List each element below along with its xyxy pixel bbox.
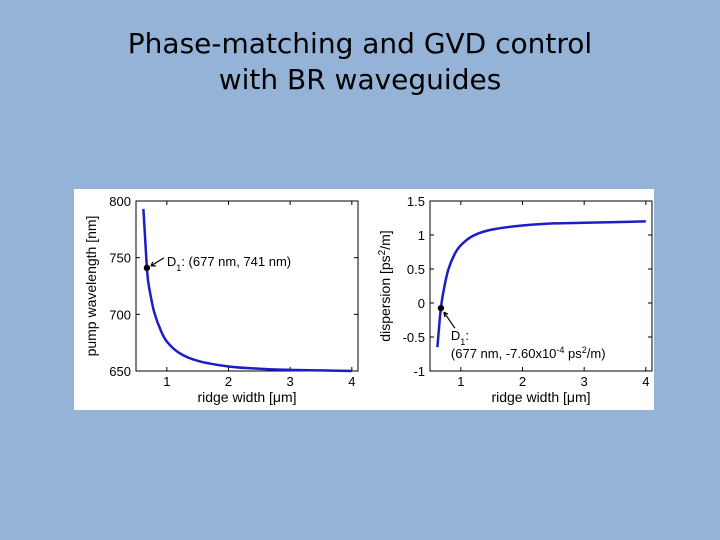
chart-2-annotation-label-line-2: (677 nm, -7.60x10-4 ps2/m) xyxy=(451,345,606,361)
chart-1-axes-box xyxy=(135,200,359,372)
chart-2-annotation-label-line-1: D1: xyxy=(451,328,469,347)
chart-1-y-axis-label: pump wavelength [nm] xyxy=(83,216,99,357)
chart-1-annotation-point xyxy=(143,264,151,272)
chart-2-ticks: 1 2 3 4 -1 -0.5 0 0.5 1 1.5 xyxy=(403,194,652,389)
chart-1-annotation-arrow xyxy=(150,257,165,267)
x-tick-label: 4 xyxy=(348,374,355,389)
figure-panel: 1 2 3 4 650 700 750 800 D1: (677 nm, 741 nm) ri… xyxy=(74,189,654,410)
y-tick-label: -1 xyxy=(413,364,425,379)
y-tick-label: 650 xyxy=(109,364,131,379)
chart-1-x-axis-label: ridge width [μm] xyxy=(197,389,296,405)
x-tick-label: 3 xyxy=(581,374,588,389)
figure-svg: 1 2 3 4 650 700 750 800 D1: (677 nm, 741 nm) ri… xyxy=(83,194,653,405)
chart-pump-wavelength: 1 2 3 4 650 700 750 800 D1: (677 nm, 741 nm) ri… xyxy=(83,194,359,405)
y-tick-label: 700 xyxy=(109,307,131,322)
x-tick-label: 3 xyxy=(287,374,294,389)
chart-1-series-line xyxy=(142,208,352,373)
chart-2-annotation-arrow xyxy=(443,311,456,329)
chart-2-y-axis-label: dispersion [ps2/m] xyxy=(377,230,394,341)
x-tick-label: 2 xyxy=(519,374,526,389)
slide-title: Phase-matching and GVD control with BR w… xyxy=(0,26,720,98)
y-tick-label: 800 xyxy=(109,194,131,209)
x-tick-label: 1 xyxy=(163,374,170,389)
chart-2-x-axis-label: ridge width [μm] xyxy=(491,389,590,405)
x-tick-label: 4 xyxy=(642,374,649,389)
y-tick-label: 0.5 xyxy=(407,262,425,277)
y-tick-label: 1 xyxy=(418,228,425,243)
chart-2-axes-box xyxy=(429,200,653,372)
slide-title-line-2: with BR waveguides xyxy=(218,63,502,96)
chart-2-annotation-point xyxy=(437,304,445,312)
chart-1-annotation-label: D1: (677 nm, 741 nm) xyxy=(167,254,291,273)
chart-1-ticks: 1 2 3 4 650 700 750 800 xyxy=(109,194,358,389)
chart-dispersion: 1 2 3 4 -1 -0.5 0 0.5 1 1.5 D1: (677 nm, -7.60x10… xyxy=(377,194,653,405)
y-tick-label: -0.5 xyxy=(403,330,425,345)
y-tick-label: 0 xyxy=(418,296,425,311)
y-tick-label: 1.5 xyxy=(407,194,425,209)
x-tick-label: 1 xyxy=(457,374,464,389)
x-tick-label: 2 xyxy=(225,374,232,389)
slide-title-line-1: Phase-matching and GVD control xyxy=(127,27,593,60)
y-tick-label: 750 xyxy=(109,251,131,266)
